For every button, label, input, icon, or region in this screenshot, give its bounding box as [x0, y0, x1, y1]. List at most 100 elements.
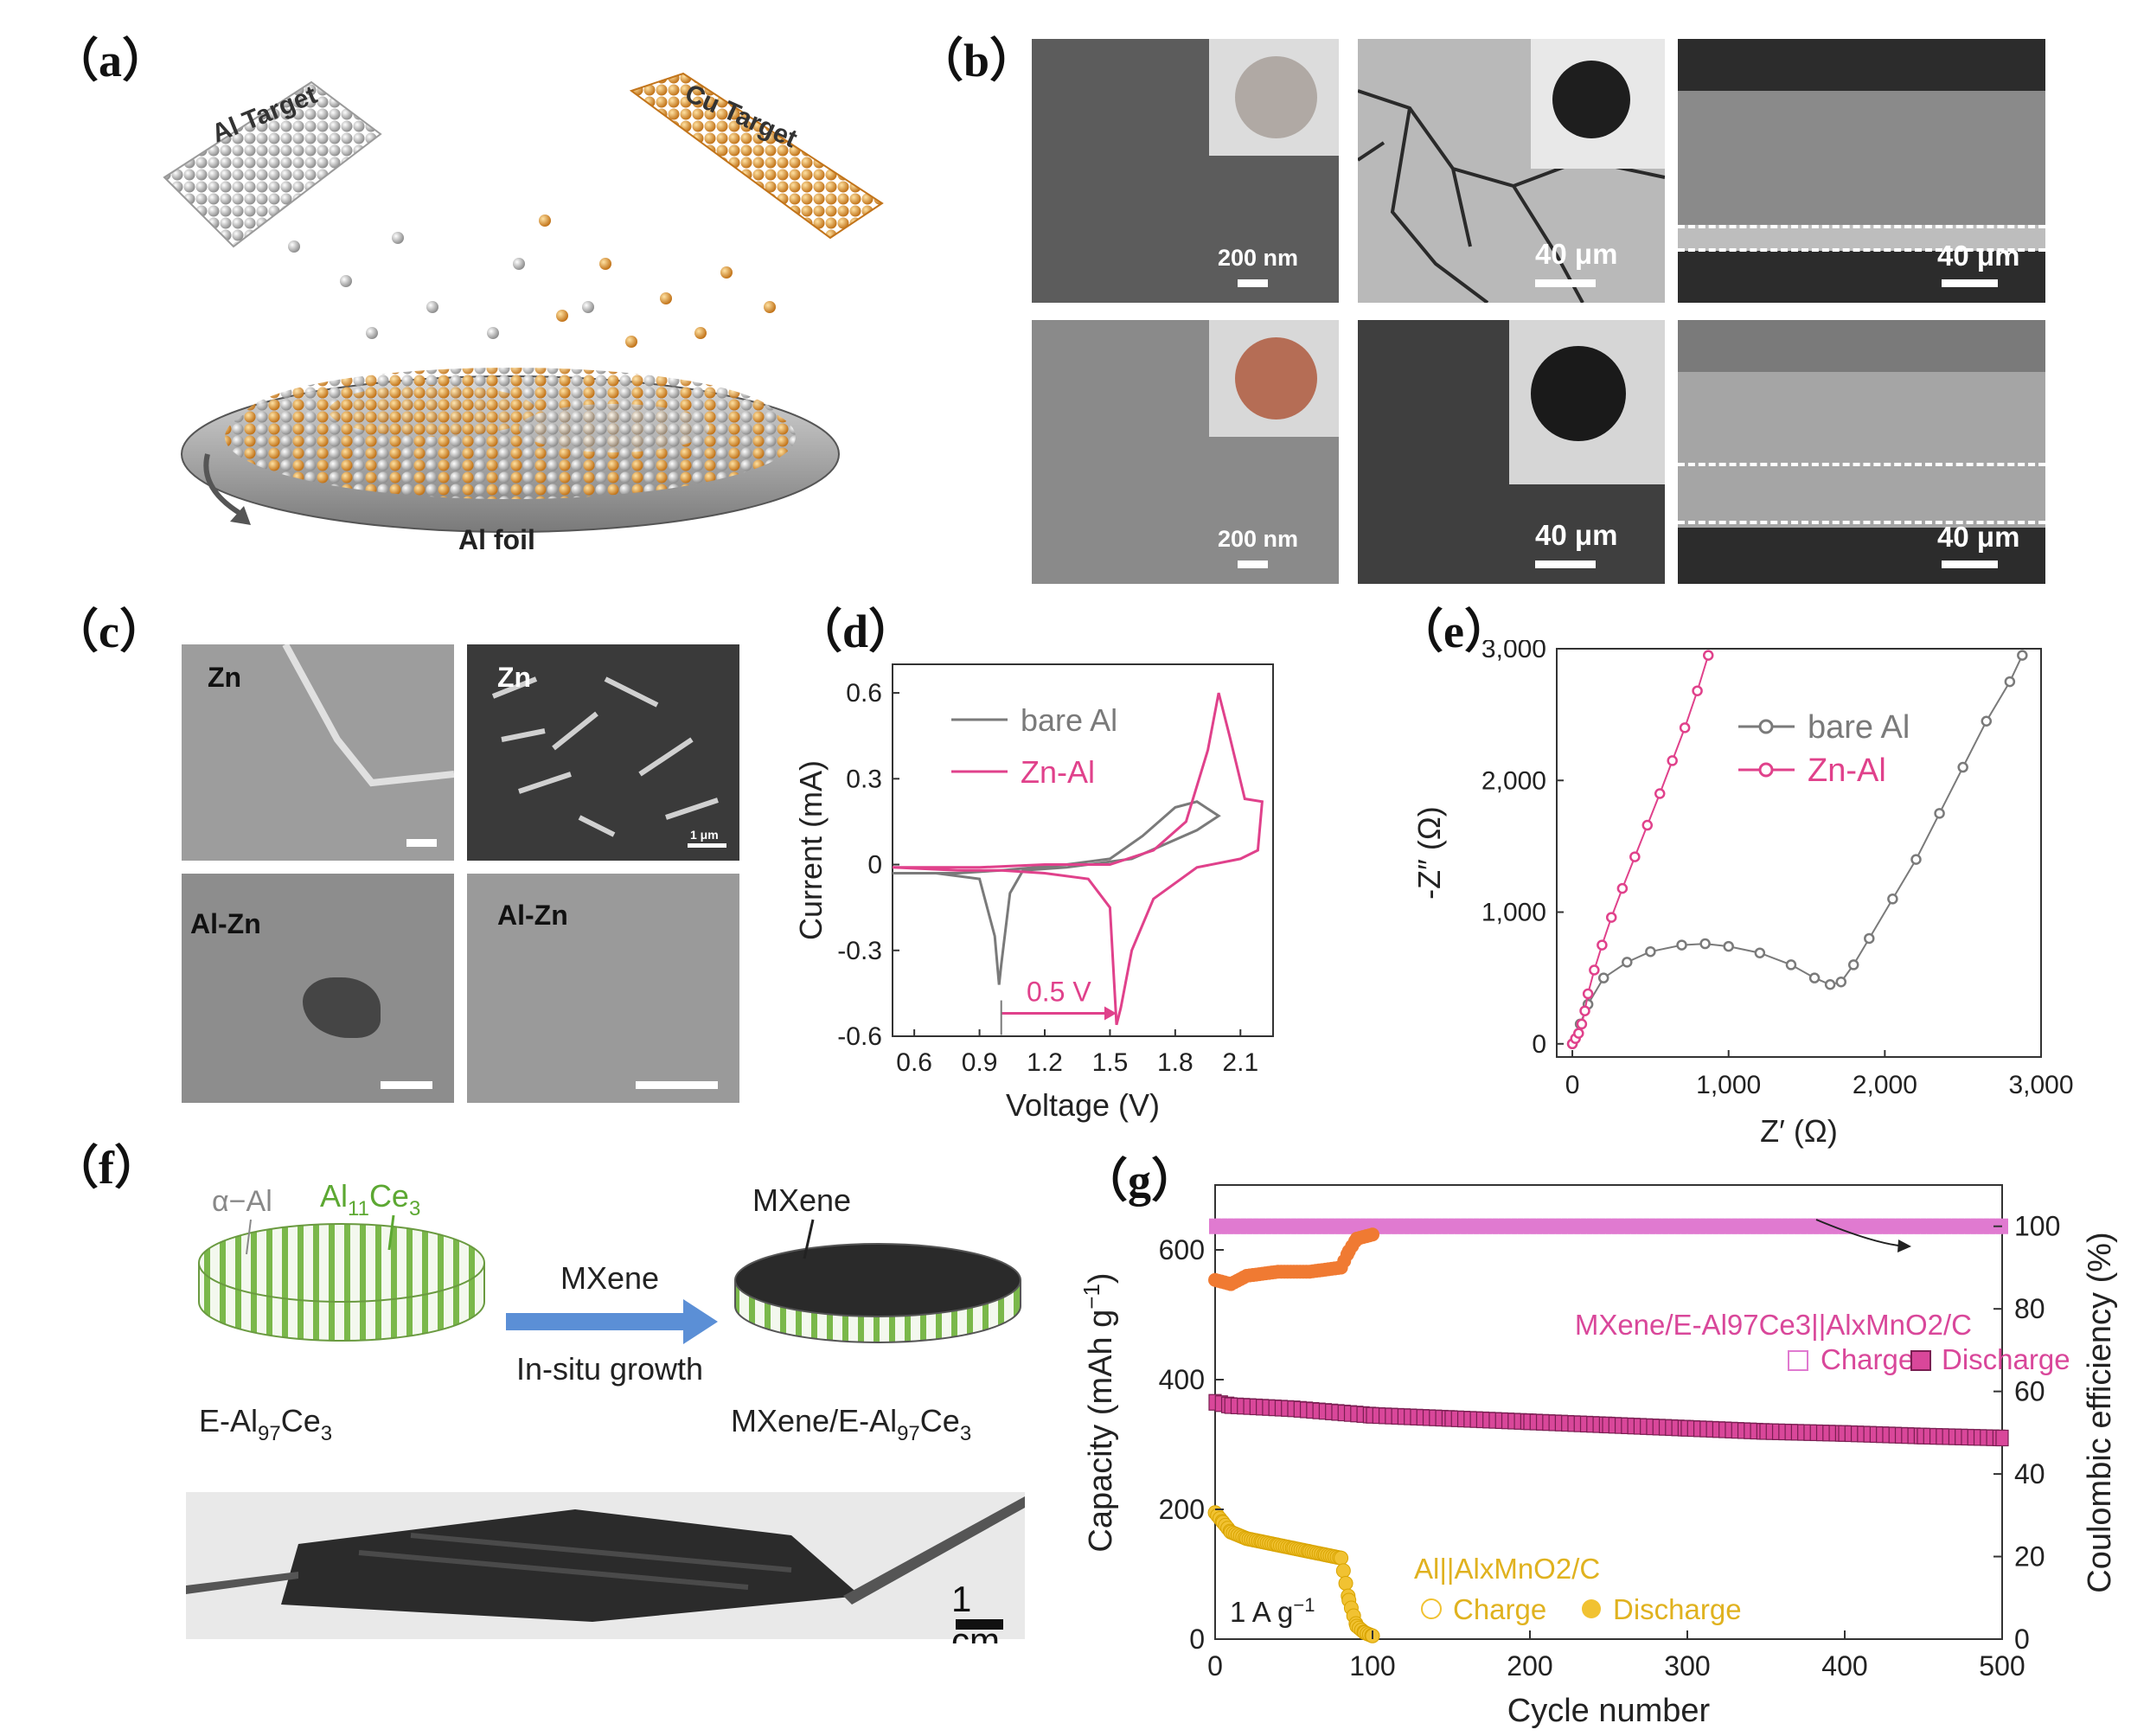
data-point: [1641, 819, 1654, 831]
x-tick-label: 1,000: [1696, 1071, 1761, 1099]
scale-bar: [956, 1619, 1003, 1630]
data-point: [1957, 761, 1968, 773]
al-foil-label: Al foil: [458, 524, 535, 555]
mxene-coated-disk: [734, 1243, 1021, 1343]
series-line: [1571, 655, 2024, 1045]
al-target: [163, 80, 382, 248]
legend-label-discharge-mxene: Discharge: [1942, 1343, 2070, 1375]
data-point: [1692, 685, 1703, 696]
data-point: [1605, 912, 1617, 923]
sem-c-zn-2: Zn 1 μm: [467, 644, 739, 861]
data-point: [1629, 851, 1641, 862]
alpha-al-label: α−Al: [212, 1185, 272, 1218]
data-point: [1654, 788, 1666, 799]
legend-marker-charge-al: [1421, 1598, 1442, 1619]
y-axis-label-left: Capacity (mAh g−1): [1081, 1272, 1119, 1552]
data-point: [1995, 1429, 2009, 1447]
e-al97ce3-label: E-Al97Ce3: [199, 1403, 332, 1445]
series-line-zn-al: [892, 692, 1264, 1026]
scale-label: 40 μm: [1535, 238, 1618, 270]
photo-inset: [1509, 320, 1665, 484]
sem-c-alzn-2: Al-Zn: [467, 874, 739, 1103]
data-point: [1864, 932, 1875, 945]
plot-frame: [892, 663, 1274, 1037]
legend-label-discharge-al: Discharge: [1613, 1593, 1742, 1625]
sample-label-zn: Zn: [208, 662, 242, 693]
data-point: [1808, 972, 1821, 983]
y-tick-label: 0: [1532, 1030, 1546, 1059]
legend-label-bare-al: bare Al: [1021, 702, 1117, 738]
data-point: [1887, 894, 1898, 905]
y-tick-label: -0.6: [837, 1022, 882, 1051]
y-tick-label-left: 0: [1189, 1624, 1205, 1655]
data-point: [1597, 972, 1609, 983]
rotation-arrow-icon: [203, 453, 244, 517]
x-tick-label: 1.2: [1027, 1048, 1063, 1077]
scale-label: 1 μm: [690, 828, 719, 842]
data-point: [1597, 939, 1608, 951]
tweezer-right: [843, 1496, 1025, 1605]
y-tick-label: 1,000: [1481, 899, 1546, 927]
x-tick-label: 0.9: [962, 1048, 998, 1077]
x-axis-label: Voltage (V): [1006, 1087, 1160, 1123]
bent-foil-sheet: [281, 1509, 861, 1622]
series-ce-al: [1208, 1227, 1379, 1291]
scale-bar: [688, 843, 726, 848]
photo-inset: [1209, 320, 1339, 437]
data-point: [1910, 854, 1922, 865]
legend-marker-zn-al: [1758, 762, 1774, 778]
al11ce3-label: Al11Ce3: [320, 1178, 420, 1220]
data-point: [1824, 979, 1836, 990]
sem-b-top-1: 200 nm: [1032, 39, 1339, 303]
panel-label-b: （b）: [917, 35, 1037, 86]
mxene-pointer: [803, 1219, 815, 1259]
data-point: [1616, 882, 1629, 894]
legend-marker-discharge-al: [1582, 1599, 1601, 1618]
x-axis-label: Cycle number: [1507, 1693, 1711, 1729]
mxene-schematic: α−Al Al11Ce3 MXene In-situ growth MXene …: [173, 1159, 1038, 1643]
y-tick-label: 0.6: [846, 679, 882, 708]
panel-label-e: （e）: [1397, 605, 1511, 657]
data-point: [1366, 1227, 1379, 1242]
y-tick-label-right: 60: [2014, 1376, 2045, 1407]
legend-label-charge-mxene: Charge: [1821, 1343, 1914, 1375]
data-point: [1835, 976, 1847, 988]
sem-c-zn-1: Zn: [182, 644, 454, 861]
potential-gap-annotation: 0.5 V: [1000, 977, 1117, 1035]
sample-label-zn: Zn: [497, 662, 532, 693]
scale-bar: [406, 839, 437, 847]
al11ce3-pointer: [387, 1214, 395, 1251]
panel-label-f: （f）: [52, 1142, 161, 1194]
x-tick-label: 3,000: [2008, 1071, 2073, 1099]
cu-target: [629, 72, 884, 240]
y-axis-label-right: Coulombic efficiency (%): [2082, 1232, 2118, 1592]
series-ce-mxene: [1209, 1218, 2008, 1234]
alpha-al-pointer: [246, 1219, 252, 1255]
x-tick-label: 1.5: [1092, 1048, 1129, 1077]
legend-label-zn-al: Zn-Al: [1808, 753, 1886, 789]
data-point: [1934, 808, 1945, 819]
x-tick-label: 2,000: [1853, 1071, 1917, 1099]
flexible-foil-photo: 1 cm: [186, 1492, 1025, 1643]
data-point: [1576, 1018, 1588, 1030]
x-tick-label: 400: [1821, 1650, 1867, 1682]
sem-c-alzn-1: Al-Zn: [182, 874, 454, 1103]
growth-arrow-icon: [506, 1299, 718, 1344]
chart-eis: 0 1,000 2,000 3,000 3,000 2,000 1,000 0 Z′ (Ω)…: [1411, 640, 2074, 1149]
photo-inset: [1531, 39, 1665, 169]
y-tick-label: 0: [867, 851, 882, 880]
y-axis-label: -Z″ (Ω): [1411, 806, 1447, 900]
scale-label: 40 μm: [1535, 519, 1618, 551]
x-tick-label: 200: [1507, 1650, 1552, 1682]
y-tick-label-right: 40: [2014, 1458, 2045, 1489]
panel-label-a: （a）: [52, 35, 169, 86]
sample-label-al-zn: Al-Zn: [497, 900, 568, 931]
y-tick-label-right: 0: [2014, 1624, 2030, 1655]
scale-bar: [636, 1081, 718, 1089]
legend-title-al: Al||AlxMnO2/C: [1414, 1553, 1600, 1585]
y-tick-label-right: 100: [2014, 1211, 2060, 1242]
scale-bar: [1238, 279, 1268, 287]
plot-frame: [1214, 1184, 2003, 1640]
annotation-0-5v: 0.5 V: [1027, 977, 1091, 1008]
e-al97ce3-disk: [198, 1223, 485, 1342]
